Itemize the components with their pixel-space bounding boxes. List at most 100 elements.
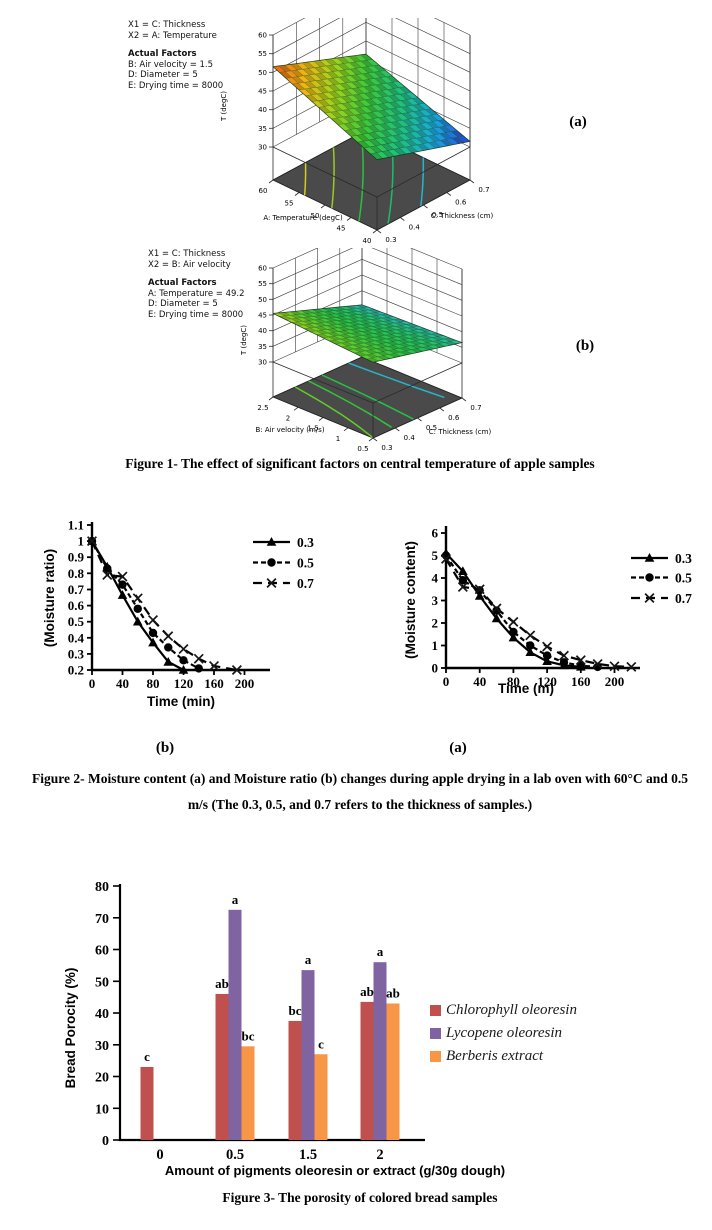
- svg-text:0.6: 0.6: [68, 598, 85, 613]
- svg-text:0.7: 0.7: [68, 582, 85, 597]
- fig3-legend-item: Lycopene oleoresin: [430, 1025, 577, 1041]
- svg-text:0.5: 0.5: [226, 1147, 244, 1163]
- fig3-legend-label: Lycopene oleoresin: [446, 1024, 563, 1041]
- fig1a-factors-title: Actual Factors: [128, 49, 197, 59]
- svg-text:4: 4: [432, 571, 439, 586]
- svg-text:55: 55: [258, 50, 267, 58]
- figure3-caption: Figure 3- The porosity of colored bread …: [222, 1190, 498, 1205]
- fig2-panel-a-label: (a): [449, 740, 467, 756]
- svg-text:0.6: 0.6: [455, 199, 467, 207]
- fig1b-factors-info: X1 = C: Thickness X2 = B: Air velocity A…: [148, 249, 245, 320]
- berberis-swatch: [430, 1050, 441, 1062]
- svg-text:120: 120: [537, 674, 557, 689]
- svg-text:0.3: 0.3: [68, 646, 85, 661]
- svg-text:1: 1: [336, 435, 340, 443]
- fig1a-factor-line: B: Air velocity = 1.5: [128, 59, 214, 70]
- svg-text:1.1: 1.1: [68, 518, 84, 533]
- svg-text:2: 2: [432, 616, 439, 631]
- svg-text:0.4: 0.4: [404, 434, 416, 442]
- fig1b-factor-line: D: Diameter = 5: [148, 299, 218, 309]
- svg-text:40: 40: [363, 237, 372, 245]
- svg-text:6: 6: [432, 526, 439, 541]
- svg-text:50: 50: [258, 296, 267, 304]
- svg-text:0.7: 0.7: [675, 591, 692, 606]
- svg-text:0.3: 0.3: [297, 535, 314, 550]
- fig1-panel-b-label: (b): [575, 338, 595, 354]
- svg-text:0.7: 0.7: [470, 404, 481, 412]
- svg-text:1: 1: [78, 534, 85, 549]
- fig1b-x1-line: X1 = C: Thickness: [148, 249, 226, 259]
- svg-text:70: 70: [95, 912, 109, 927]
- svg-text:0: 0: [156, 1147, 163, 1163]
- svg-text:30: 30: [258, 359, 267, 367]
- svg-text:ab: ab: [386, 985, 400, 1000]
- fig1b-factor-line: E: Drying time = 8000: [148, 309, 244, 320]
- svg-text:30: 30: [258, 144, 267, 152]
- fig3-legend-label: Berberis extract: [446, 1047, 544, 1064]
- fig3-legend-item: Berberis extract: [430, 1048, 577, 1064]
- svg-text:C: Thickness (cm): C: Thickness (cm): [431, 212, 494, 220]
- svg-text:2: 2: [286, 414, 290, 422]
- svg-text:200: 200: [235, 676, 255, 691]
- svg-text:ab: ab: [215, 976, 229, 991]
- svg-text:35: 35: [258, 125, 267, 133]
- fig1b-x2-line: X2 = B: Air velocity: [148, 259, 231, 270]
- svg-text:2: 2: [376, 1147, 383, 1163]
- svg-text:35: 35: [258, 343, 267, 351]
- fig1a-x1-line: X1 = C: Thickness: [128, 20, 206, 30]
- svg-text:45: 45: [337, 225, 346, 233]
- figure1-caption: Figure 1- The effect of significant fact…: [125, 456, 595, 471]
- svg-text:a: a: [305, 952, 312, 967]
- svg-text:50: 50: [258, 69, 267, 77]
- svg-text:60: 60: [258, 265, 267, 273]
- svg-text:c: c: [144, 1049, 150, 1064]
- svg-text:3: 3: [432, 593, 439, 608]
- svg-text:0.3: 0.3: [385, 236, 396, 244]
- svg-text:0: 0: [432, 661, 439, 676]
- chlorophyll-swatch: [430, 1004, 441, 1016]
- svg-text:80: 80: [147, 676, 160, 691]
- surface-plot-temperature-thickness: 30 35 40 45 50 55 60 60 55 50 45 40 0.3 0.4 0.5 0.6 0.7 A…: [220, 18, 494, 245]
- svg-text:0.5: 0.5: [68, 614, 85, 629]
- svg-text:40: 40: [258, 327, 267, 335]
- svg-text:Bread Porocity (%): Bread Porocity (%): [63, 968, 78, 1089]
- svg-text:0.5: 0.5: [297, 556, 314, 571]
- svg-text:0.5: 0.5: [357, 445, 368, 453]
- svg-text:120: 120: [174, 676, 194, 691]
- svg-text:200: 200: [605, 674, 625, 689]
- svg-text:T (degC): T (degC): [220, 91, 228, 122]
- fig1b-factors-title: Actual Factors: [148, 278, 217, 288]
- svg-text:40: 40: [116, 676, 129, 691]
- svg-text:160: 160: [204, 676, 224, 691]
- svg-text:0: 0: [443, 674, 450, 689]
- svg-text:c: c: [318, 1036, 324, 1051]
- svg-text:Time (m): Time (m): [498, 681, 554, 696]
- svg-text:0.5: 0.5: [675, 571, 692, 586]
- svg-text:0.4: 0.4: [68, 630, 85, 645]
- svg-text:50: 50: [95, 975, 109, 990]
- svg-text:55: 55: [285, 200, 294, 208]
- svg-text:80: 80: [507, 674, 520, 689]
- svg-text:40: 40: [473, 674, 486, 689]
- fig1a-x2-line: X2 = A: Temperature: [128, 30, 217, 41]
- svg-text:60: 60: [258, 32, 267, 40]
- svg-text:(Moisture ratio): (Moisture ratio): [42, 549, 57, 647]
- svg-text:0.4: 0.4: [409, 224, 421, 232]
- figure2-caption-line2: m/s (The 0.3, 0.5, and 0.7 refers to the…: [187, 797, 533, 812]
- svg-text:0.6: 0.6: [448, 414, 460, 422]
- svg-text:80: 80: [95, 880, 109, 895]
- svg-text:160: 160: [571, 674, 591, 689]
- figure2-caption-line1: Figure 2- Moisture content (a) and Moist…: [31, 771, 689, 786]
- svg-text:1.5: 1.5: [299, 1147, 317, 1163]
- svg-text:0.7: 0.7: [297, 576, 314, 591]
- svg-text:0.5: 0.5: [432, 211, 443, 219]
- fig1b-factor-line: A: Temperature = 49.2: [148, 288, 245, 299]
- svg-text:20: 20: [95, 1071, 109, 1086]
- svg-text:45: 45: [258, 312, 267, 320]
- svg-text:A: Temperature (degC): A: Temperature (degC): [263, 214, 343, 222]
- svg-text:0.3: 0.3: [381, 444, 392, 452]
- svg-text:C: Thickness (cm): C: Thickness (cm): [429, 428, 492, 436]
- svg-text:a: a: [232, 892, 239, 907]
- moisture-content-line-chart: 0 40 80 120 160 200 0 1 2 3 4 5 6 0.3 0.5 0.7 Time (m) (M…: [403, 526, 692, 697]
